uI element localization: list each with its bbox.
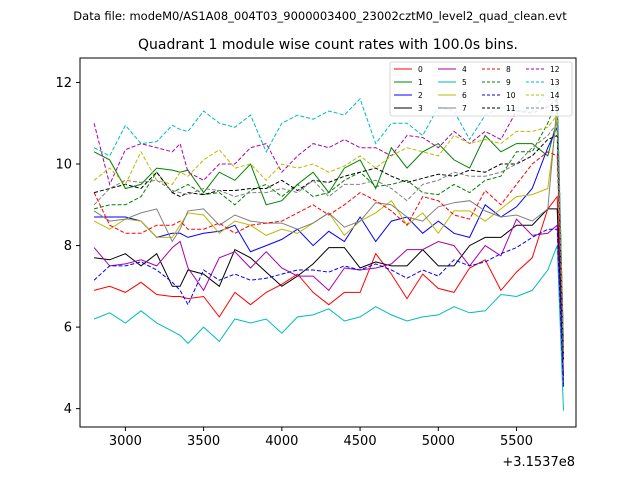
legend-entry-12: 12 [526,65,560,74]
legend-label: 7 [462,104,467,113]
legend-label: 11 [506,104,516,113]
legend-entry-15: 15 [526,104,560,113]
legend-label: 14 [550,91,560,100]
series-line-7 [93,102,564,344]
legend-label: 8 [506,65,511,74]
x-tick-label: 3500 [187,434,220,449]
chart-title: Quadrant 1 module wise count rates with … [138,37,518,53]
legend-label: 5 [462,78,467,87]
legend-entry-0: 0 [394,65,423,74]
legend-label: 0 [418,65,423,74]
y-tick-label: 6 [64,321,72,336]
y-tick-label: 12 [55,76,72,91]
legend-entry-5: 5 [438,78,467,87]
legend-entry-11: 11 [482,104,516,113]
x-tick-label: 4500 [344,434,377,449]
legend-box [389,61,573,117]
legend-entry-9: 9 [482,78,511,87]
legend-entry-10: 10 [482,91,516,100]
legend-entry-14: 14 [526,91,560,100]
legend-entry-2: 2 [394,91,423,100]
x-tick-label: 4000 [265,434,298,449]
legend-entry-1: 1 [394,78,423,87]
legend-label: 12 [550,65,560,74]
plot-frame [79,57,577,428]
legend-label: 4 [462,65,467,74]
x-tick-label: 5500 [500,434,533,449]
legend-entry-4: 4 [438,65,467,74]
legend-label: 13 [550,78,560,87]
legend-entry-13: 13 [526,78,560,87]
legend-label: 15 [550,104,560,113]
legend-label: 3 [418,104,423,113]
x-offset-label: +3.1537e8 [502,455,575,470]
series-line-14 [93,113,564,352]
series-line-11 [93,134,564,360]
legend-entry-3: 3 [394,104,423,113]
series-line-4 [93,218,564,385]
legend-label: 2 [418,91,423,100]
series-line-8 [93,151,564,356]
legend-label: 1 [418,78,423,87]
y-tick-label: 8 [64,239,72,254]
legend-entry-6: 6 [438,91,467,100]
legend-label: 9 [506,78,511,87]
legend-entry-7: 7 [438,104,467,113]
legend-label: 10 [506,91,516,100]
series-line-0 [93,195,564,352]
series-line-3 [94,208,564,377]
legend-label: 6 [462,91,467,100]
series-line-9 [93,98,564,352]
plot-lines [93,85,564,411]
y-tick-label: 10 [55,158,72,173]
y-tick-label: 4 [64,402,72,417]
x-tick-label: 3000 [109,434,142,449]
x-tick-label: 5000 [422,434,455,449]
series-line-5 [93,245,564,411]
figure-suptitle: Data file: modeM0/AS1A08_004T03_90000034… [73,9,567,23]
legend-entry-8: 8 [482,65,511,74]
series-line-15 [93,121,564,360]
